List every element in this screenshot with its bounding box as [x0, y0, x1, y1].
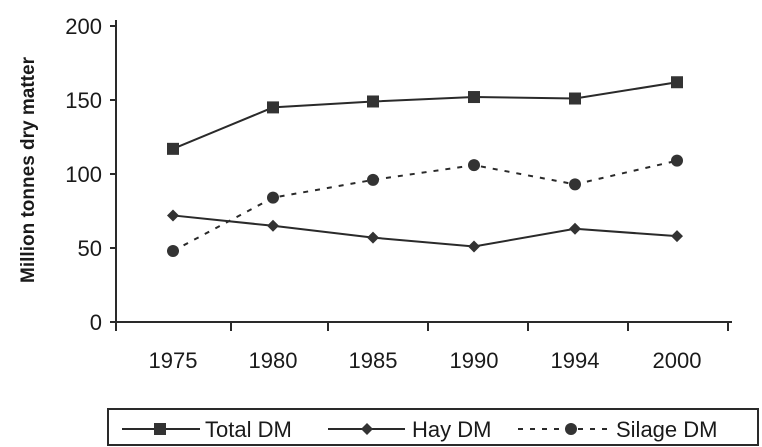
- circle-marker: [671, 154, 683, 167]
- y-tick-label: 100: [65, 162, 102, 187]
- diamond-marker: [468, 240, 480, 253]
- series-line: [172, 214, 678, 248]
- x-tick-label: 1994: [551, 348, 600, 373]
- y-tick-label: 0: [90, 310, 102, 335]
- diamond-marker: [167, 209, 179, 222]
- square-marker: [154, 423, 166, 435]
- series-line: [172, 81, 678, 150]
- series-layer: [167, 76, 683, 257]
- legend-box: [107, 408, 759, 446]
- legend: Total DM Hay DM Silage DM: [107, 408, 759, 446]
- x-tick-label: 1985: [349, 348, 398, 373]
- x-tick-label: 1980: [249, 348, 298, 373]
- x-tick-label: 1975: [149, 348, 198, 373]
- square-marker: [367, 95, 379, 108]
- circle-marker: [167, 244, 179, 257]
- series-2: [167, 154, 683, 257]
- y-axis-title: Million tonnes dry matter: [18, 56, 39, 283]
- legend-item: Silage DM: [518, 417, 717, 442]
- legend-label: Total DM: [205, 417, 292, 442]
- legend-item: Total DM: [122, 417, 292, 442]
- x-tick-label: 1990: [450, 348, 499, 373]
- square-marker: [569, 92, 581, 105]
- y-tick-label: 50: [78, 236, 102, 261]
- x-ticks: 1975 1980 1985 1990 1994 2000: [115, 322, 729, 373]
- circle-marker: [267, 191, 279, 204]
- diamond-marker: [569, 222, 581, 235]
- y-ticks: 0 50 100 150 200: [65, 14, 116, 335]
- diamond-marker: [671, 230, 683, 243]
- legend-label: Silage DM: [616, 417, 717, 442]
- series-1: [167, 209, 683, 253]
- series-line: [172, 159, 678, 252]
- diamond-marker: [361, 423, 373, 435]
- x-tick-label: 2000: [653, 348, 702, 373]
- circle-marker: [367, 173, 379, 186]
- diamond-marker: [367, 231, 379, 244]
- square-marker: [267, 101, 279, 114]
- circle-marker: [565, 423, 577, 435]
- square-marker: [167, 142, 179, 155]
- circle-marker: [569, 178, 581, 191]
- y-tick-label: 150: [65, 88, 102, 113]
- legend-label: Hay DM: [412, 417, 491, 442]
- legend-items: Total DM Hay DM Silage DM: [122, 417, 717, 442]
- legend-item: Hay DM: [328, 417, 491, 442]
- diamond-marker: [267, 219, 279, 232]
- square-marker: [468, 91, 480, 104]
- series-0: [167, 76, 683, 155]
- square-marker: [671, 76, 683, 89]
- y-tick-label: 200: [65, 14, 102, 39]
- circle-marker: [468, 159, 480, 172]
